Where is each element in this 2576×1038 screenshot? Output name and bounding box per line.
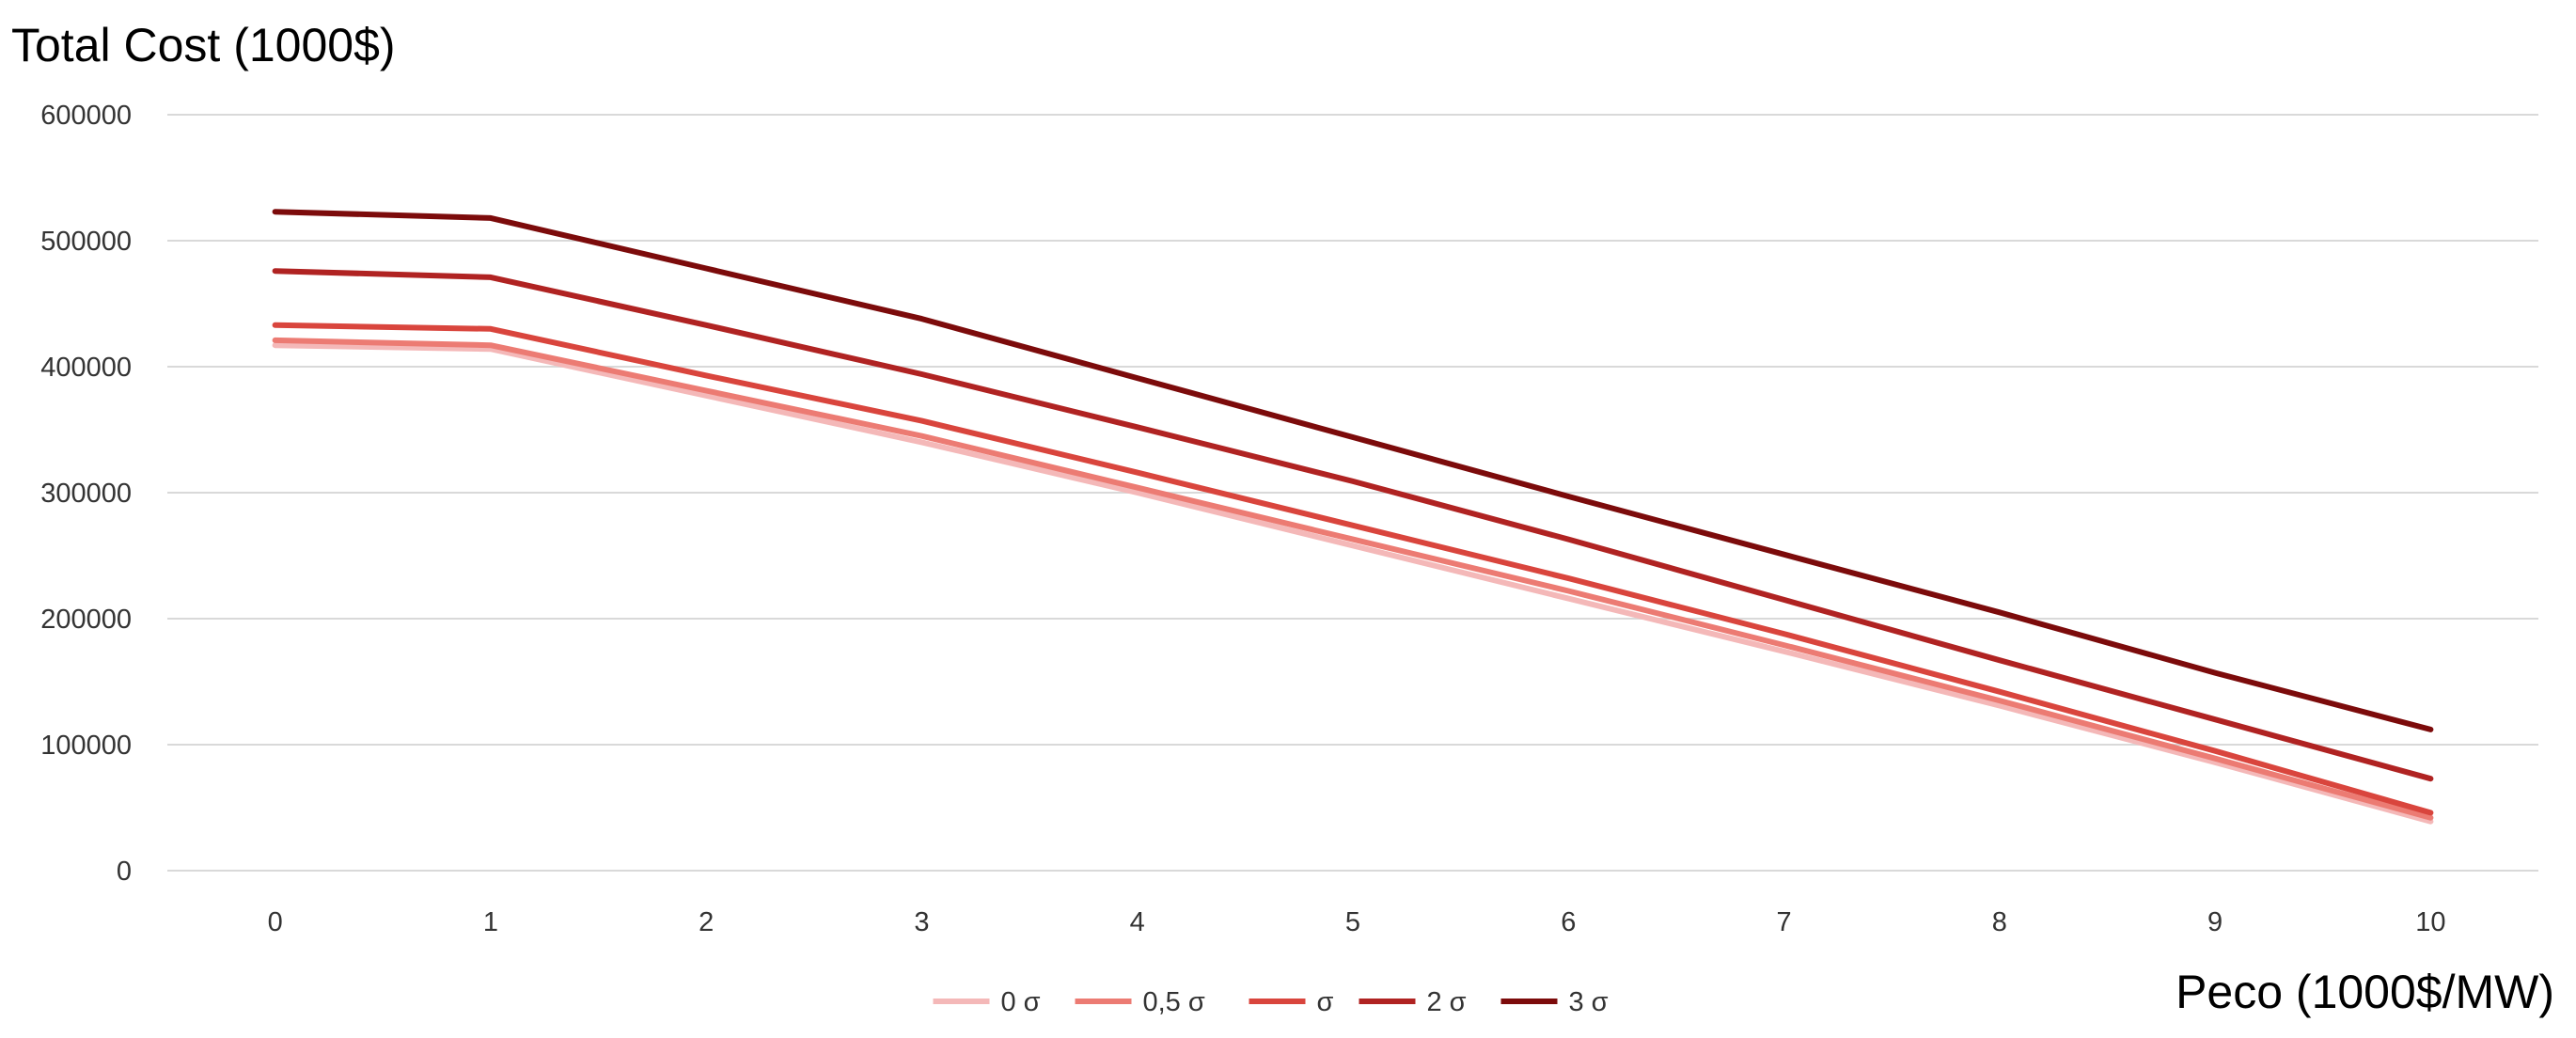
x-tick-label: 8 — [1992, 907, 2007, 937]
x-tick-label: 3 — [914, 907, 929, 937]
x-tick-label: 1 — [483, 907, 498, 937]
legend-label: 0 σ — [1001, 987, 1041, 1017]
y-axis-title: Total Cost (1000$) — [11, 19, 396, 71]
series-line-3 — [272, 268, 2434, 782]
x-tick-labels: 0 1 2 3 4 5 6 7 8 9 10 — [268, 907, 2446, 937]
legend-item-0: 0 σ — [933, 987, 1041, 1017]
series-lines — [272, 209, 2434, 825]
y-tick-label: 600000 — [40, 101, 132, 131]
x-tick-label: 7 — [1776, 907, 1791, 937]
legend-item-2: σ — [1249, 987, 1334, 1017]
y-tick-labels: 0 100000 200000 300000 400000 500000 600000 — [40, 101, 132, 887]
x-tick-label: 2 — [699, 907, 714, 937]
legend: 0 σ 0,5 σ σ 2 σ 3 σ — [933, 987, 1609, 1017]
x-tick-label: 6 — [1561, 907, 1576, 937]
y-tick-label: 400000 — [40, 353, 132, 383]
y-tick-label: 100000 — [40, 731, 132, 761]
y-tick-label: 0 — [117, 857, 132, 887]
x-tick-label: 5 — [1345, 907, 1360, 937]
series-line-0 — [272, 342, 2434, 825]
y-tick-label: 500000 — [40, 227, 132, 257]
x-tick-label: 0 — [268, 907, 283, 937]
legend-item-3: 2 σ — [1359, 987, 1467, 1017]
x-tick-label: 10 — [2415, 907, 2445, 937]
series-line-2 — [272, 322, 2434, 816]
x-tick-label: 9 — [2207, 907, 2223, 937]
legend-item-1: 0,5 σ — [1075, 987, 1205, 1017]
legend-item-4: 3 σ — [1500, 987, 1609, 1017]
x-axis-title: Peco (1000$/MW) — [2175, 966, 2554, 1018]
legend-label: 0,5 σ — [1143, 987, 1205, 1017]
legend-label: 3 σ — [1569, 987, 1609, 1017]
y-tick-label: 300000 — [40, 479, 132, 509]
legend-label: σ — [1317, 987, 1334, 1017]
legend-label: 2 σ — [1427, 987, 1467, 1017]
y-tick-label: 200000 — [40, 605, 132, 635]
series-line-1 — [272, 337, 2434, 821]
x-tick-label: 4 — [1130, 907, 1145, 937]
series-line-4 — [272, 209, 2434, 732]
